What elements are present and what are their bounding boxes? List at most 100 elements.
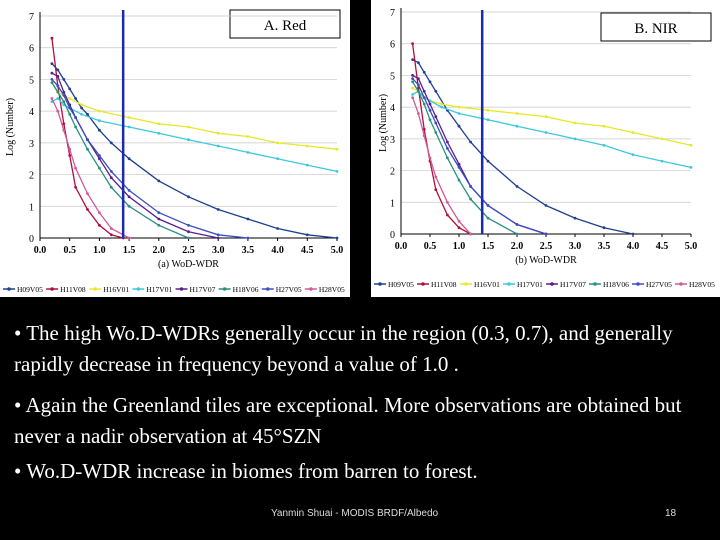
y-tick-label: 5 (390, 71, 395, 82)
data-point (86, 147, 89, 151)
data-point (109, 141, 113, 145)
legend-marker (550, 282, 554, 286)
data-point (109, 185, 113, 189)
data-point (276, 141, 279, 145)
legend-label: H16V01 (103, 285, 129, 294)
x-tick-label: 1.5 (123, 245, 136, 256)
y-tick-label: 0 (29, 234, 34, 245)
data-point (50, 62, 54, 65)
data-point (631, 131, 635, 134)
y-tick-label: 7 (29, 12, 34, 23)
data-point (411, 93, 414, 96)
legend-marker (93, 287, 98, 291)
series-line-h11v08 (51, 38, 124, 239)
data-point (305, 163, 309, 167)
data-point (246, 151, 250, 154)
x-tick-label: 2.5 (182, 245, 195, 256)
legend-label: H17V07 (190, 285, 216, 294)
data-point (74, 97, 77, 100)
legend-label: H11V08 (431, 280, 457, 289)
bullet-point-1: • The high Wo.D-WDRs generally occur in … (14, 321, 673, 376)
data-point (411, 58, 414, 61)
data-point (50, 36, 54, 40)
data-point (56, 97, 60, 100)
data-point (127, 189, 131, 192)
y-tick-label: 0 (390, 230, 395, 241)
x-tick-label: 1.0 (453, 241, 466, 252)
chart-panel-red: A. Red 0 1 2 3 4 5 6 7 0.0 0.5 1.0 1.5 2.0 2.5 3.0 3.5 4.… (0, 0, 350, 297)
data-point (62, 93, 66, 97)
data-point (305, 233, 309, 237)
legend-label: H18V06 (233, 285, 259, 294)
data-point (411, 96, 414, 99)
data-point (434, 188, 438, 192)
y-tick-label: 1 (29, 202, 34, 213)
chart-panel-nir: B. NIR 0 1 2 3 4 5 6 7 0.0 0.5 1.0 1.5 2.0 2.5 3.0 3.5 4.… (371, 0, 720, 297)
data-point (515, 232, 519, 236)
data-point (631, 232, 635, 236)
x-tick-label: 3.0 (569, 241, 582, 252)
data-point (434, 89, 438, 93)
data-point (457, 178, 461, 182)
data-point (56, 90, 60, 94)
data-point (457, 219, 461, 223)
data-point (109, 176, 113, 180)
data-point (660, 159, 664, 163)
legend-marker (507, 282, 511, 286)
data-point (109, 170, 113, 173)
data-point (98, 119, 101, 123)
legend-label: H16V01 (474, 280, 500, 289)
data-point (109, 227, 113, 230)
x-tick-label: 4.0 (627, 241, 640, 252)
legend-marker (679, 282, 683, 286)
data-point (68, 87, 72, 91)
data-point (216, 236, 220, 240)
data-point (544, 115, 548, 119)
legend-marker (378, 282, 382, 286)
data-point (457, 112, 461, 115)
y-tick-label: 6 (390, 40, 395, 51)
y-tick-label: 4 (390, 103, 395, 114)
data-point (446, 147, 449, 150)
chart-title: A. Red (264, 18, 307, 34)
data-point (305, 144, 309, 148)
data-point (127, 157, 131, 161)
chart-title-box (600, 12, 712, 42)
data-point (469, 140, 472, 144)
y-tick-label: 7 (390, 8, 395, 19)
data-point (422, 70, 426, 74)
data-point (127, 204, 131, 208)
data-point (428, 108, 432, 112)
data-point (434, 115, 438, 119)
data-point (50, 78, 54, 81)
data-point (417, 61, 420, 65)
data-point (187, 195, 190, 199)
legend-marker (593, 282, 597, 286)
data-point (62, 100, 66, 103)
data-point (68, 97, 72, 100)
data-point (109, 233, 113, 237)
data-point (544, 204, 548, 207)
data-point (157, 217, 161, 221)
y-tick-label: 1 (390, 198, 395, 209)
data-point (440, 102, 443, 106)
data-point (216, 144, 220, 148)
data-point (457, 226, 461, 230)
legend-marker (636, 282, 640, 286)
data-point (216, 208, 220, 211)
legend-label: H09V05 (17, 285, 43, 294)
data-point (602, 226, 606, 230)
x-tick-label: 3.5 (598, 241, 611, 252)
data-point (74, 125, 77, 129)
data-point (428, 156, 432, 160)
data-point (515, 112, 519, 115)
data-point (457, 166, 461, 169)
data-point (276, 157, 279, 161)
legend-marker (50, 287, 54, 291)
red-band-chart: A. Red 0 1 2 3 4 5 6 7 0.0 0.5 1.0 1.5 2.0 2.5 3.0 3.5 4.… (3, 9, 345, 294)
data-point (422, 134, 426, 138)
data-point (428, 102, 432, 106)
data-point (86, 208, 89, 211)
y-tick-label: 2 (390, 167, 395, 178)
data-point (74, 185, 77, 189)
